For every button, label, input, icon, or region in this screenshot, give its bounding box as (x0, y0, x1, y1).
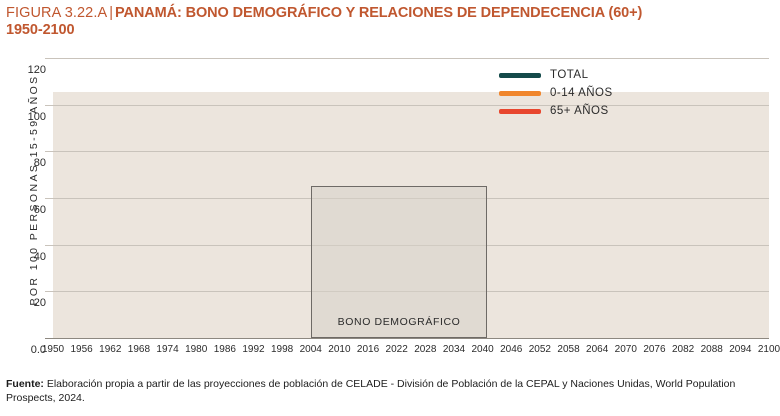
x-axis-tick-label: 1974 (156, 344, 179, 355)
legend-item-label: 0-14 AÑOS (550, 87, 613, 99)
x-axis-tick-label: 2028 (414, 344, 437, 355)
x-axis-tick-label: 1980 (185, 344, 208, 355)
source-footnote: Fuente: Elaboración propia a partir de l… (6, 377, 774, 405)
x-axis-tick-label: 1962 (99, 344, 122, 355)
legend-item: 65+ AÑOS (499, 102, 679, 120)
bono-demografico-box (310, 186, 488, 338)
x-axis-tick-label: 2052 (528, 344, 551, 355)
x-axis-tick-label: 2076 (643, 344, 666, 355)
y-axis-tick-label: 120 (27, 64, 46, 76)
figure-title: PANAMÁ: BONO DEMOGRÁFICO Y RELACIONES DE… (115, 5, 643, 21)
x-axis-line (45, 338, 769, 339)
x-axis-tick-label: 1986 (213, 344, 236, 355)
x-axis-tick-label: 2082 (671, 344, 695, 355)
figure-year-range: 1950-2100 (6, 22, 75, 38)
legend-color-swatch (499, 90, 541, 96)
legend-item: TOTAL (499, 66, 679, 84)
x-axis-tick-label: 2010 (328, 344, 351, 355)
bono-demografico-label: BONO DEMOGRÁFICO (337, 316, 461, 328)
figure-header: FIGURA 3.22.A | PANAMÁ: BONO DEMOGRÁFICO Y… (6, 4, 776, 39)
figure-separator: | (109, 5, 114, 21)
gridline (45, 58, 769, 59)
x-axis-tick-label: 2046 (500, 344, 523, 355)
x-axis-tick-label: 2088 (700, 344, 723, 355)
y-axis-tick-label: 100 (27, 110, 46, 123)
y-axis-tick-label: 20 (33, 297, 46, 310)
y-axis-tick-label: 0.0 (30, 344, 46, 356)
x-axis-tick-label: 2064 (586, 344, 609, 355)
plot-area: BONO DEMOGRÁFICO (45, 58, 769, 339)
x-axis-tick-label: 1998 (270, 344, 294, 355)
figure-number: FIGURA 3.22.A (6, 5, 108, 21)
x-axis-tick-label: 2016 (356, 344, 380, 355)
legend-item-label: TOTAL (550, 69, 589, 81)
legend-item-label: 65+ AÑOS (550, 105, 609, 117)
chart-container: POR 100 PERSONAS 15-59 AÑOS 0.0 20 40 60 80 1… (0, 46, 780, 366)
x-axis-tick-label: 2100 (757, 344, 780, 355)
source-text: Elaboración propia a partir de las proye… (6, 378, 736, 404)
x-axis-tick-label: 2034 (442, 344, 466, 355)
x-axis-tick-label: 2058 (557, 344, 580, 355)
x-axis-tick-label: 2040 (471, 344, 494, 355)
y-axis-tick-label: 80 (33, 157, 46, 170)
x-axis-tick-label: 1950 (41, 344, 65, 355)
legend-color-swatch (499, 72, 541, 78)
x-axis-tick-label: 1968 (127, 344, 151, 355)
gridline (45, 104, 769, 106)
y-axis-tick-label: 60 (33, 204, 46, 216)
source-label: Fuente: (6, 378, 44, 390)
x-axis-tick-label: 2004 (299, 344, 322, 355)
legend-item: 0-14 AÑOS (499, 84, 679, 102)
chart-legend: TOTAL 0-14 AÑOS 65+ AÑOS (499, 66, 679, 120)
x-axis-tick-label: 2094 (729, 344, 752, 355)
x-axis-tick-label: 1992 (242, 344, 265, 355)
x-axis-tick-label: 1956 (70, 344, 93, 355)
x-axis-tick-label: 2022 (385, 344, 408, 355)
y-axis-tick-label: 40 (33, 250, 46, 263)
y-axis-ticks: 0.0 20 40 60 80 100 120 (0, 58, 46, 356)
gridline (45, 151, 769, 153)
figure-header-line: FIGURA 3.22.A | PANAMÁ: BONO DEMOGRÁFICO Y… (6, 4, 776, 22)
x-axis-tick-label: 2070 (614, 344, 637, 355)
legend-color-swatch (499, 108, 541, 114)
x-axis-ticks: 1950 1956 1962 1968 1974 1980 1986 1992 1998 2004… (42, 344, 780, 364)
